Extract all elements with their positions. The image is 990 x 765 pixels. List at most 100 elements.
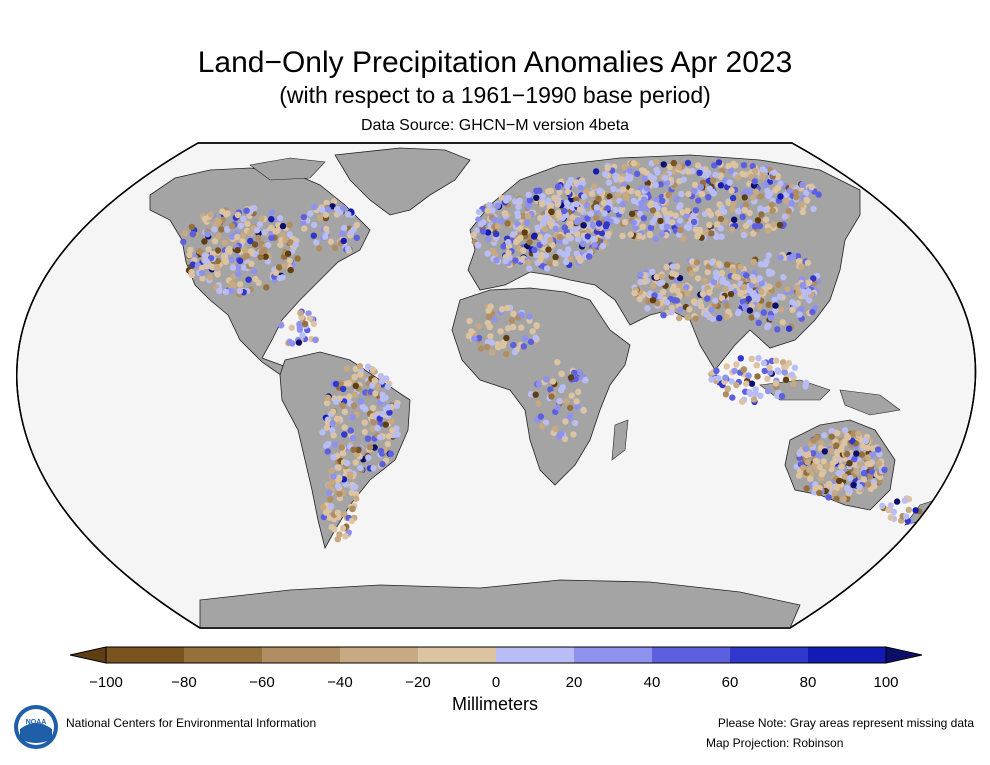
station-dot (580, 222, 587, 229)
station-dot (812, 484, 819, 492)
station-dot (596, 188, 603, 195)
station-dot (684, 290, 691, 297)
station-dot (357, 371, 364, 378)
station-dot (768, 201, 776, 208)
station-dot (846, 460, 853, 467)
station-dot (740, 284, 748, 291)
station-dot (846, 487, 853, 495)
station-dot (327, 238, 335, 245)
station-dot (796, 450, 803, 457)
station-dot (529, 328, 536, 335)
station-dot (547, 386, 554, 393)
station-dot (764, 375, 771, 382)
station-dot (551, 194, 558, 202)
station-dot (227, 287, 235, 294)
station-dot (327, 496, 334, 503)
station-dot (343, 460, 351, 467)
station-dot (762, 216, 770, 223)
station-dot (858, 451, 866, 458)
station-dot (268, 216, 275, 223)
station-dot (261, 229, 268, 236)
station-dot (774, 392, 781, 400)
station-dot (580, 407, 587, 414)
station-dot (310, 232, 317, 239)
station-dot (640, 167, 648, 175)
station-dot (228, 222, 236, 229)
station-dot (626, 167, 634, 174)
station-dot (734, 208, 742, 215)
station-dot (563, 258, 570, 266)
station-dot (614, 191, 622, 199)
station-dot (466, 317, 473, 325)
station-dot (470, 232, 477, 239)
station-dot (473, 227, 480, 234)
station-dot (794, 284, 801, 291)
station-dot (718, 233, 725, 240)
station-dot (554, 359, 561, 366)
station-dot (706, 289, 713, 296)
station-dot (330, 432, 337, 439)
colorbar-segment (808, 647, 886, 663)
station-dot (654, 211, 661, 218)
station-dot (776, 221, 784, 229)
station-dot (562, 238, 569, 245)
station-dot (694, 233, 701, 240)
station-dot (765, 192, 772, 200)
station-dot (521, 334, 529, 342)
station-dot (498, 306, 506, 313)
station-dot (743, 380, 750, 387)
station-dot (539, 193, 546, 200)
station-dot (750, 277, 758, 284)
station-dot (724, 261, 731, 268)
station-dot (647, 201, 654, 209)
station-dot (530, 233, 538, 240)
station-dot (731, 273, 738, 280)
station-dot (332, 398, 340, 405)
station-dot (833, 442, 840, 449)
station-dot (660, 161, 667, 168)
station-dot (535, 400, 542, 407)
station-dot (833, 485, 840, 492)
station-dot (353, 495, 360, 502)
station-dot (716, 201, 723, 208)
station-dot (206, 274, 214, 281)
station-dot (257, 253, 264, 261)
station-dot (361, 428, 368, 436)
station-dot (228, 256, 235, 264)
station-dot (715, 260, 723, 267)
station-dot (690, 212, 697, 219)
station-dot (222, 258, 230, 265)
station-dot (546, 260, 553, 267)
station-dot (582, 377, 589, 384)
station-dot (214, 265, 221, 272)
colorbar-segment (652, 647, 730, 663)
station-dot (712, 171, 719, 179)
station-dot (802, 445, 809, 453)
station-dot (563, 398, 570, 405)
station-dot (713, 273, 720, 281)
station-dot (785, 325, 793, 332)
station-dot (659, 197, 666, 205)
station-dot (348, 229, 355, 236)
station-dot (549, 378, 557, 385)
station-dot (712, 297, 719, 304)
station-dot (774, 326, 781, 333)
station-dot (204, 231, 211, 238)
colorbar-segment (496, 647, 574, 663)
station-dot (841, 473, 849, 480)
station-dot (619, 201, 626, 208)
station-dot (874, 446, 882, 453)
station-dot (346, 472, 354, 480)
station-dot (226, 245, 233, 253)
station-dot (539, 423, 546, 430)
station-dot (296, 320, 303, 328)
station-dot (772, 307, 779, 314)
station-dot (631, 290, 638, 297)
station-dot (258, 248, 265, 255)
station-dot (756, 275, 763, 282)
station-dot (508, 317, 515, 324)
station-dot (585, 253, 593, 260)
station-dot (316, 245, 323, 252)
station-dot (521, 229, 528, 236)
station-dot (339, 402, 346, 409)
